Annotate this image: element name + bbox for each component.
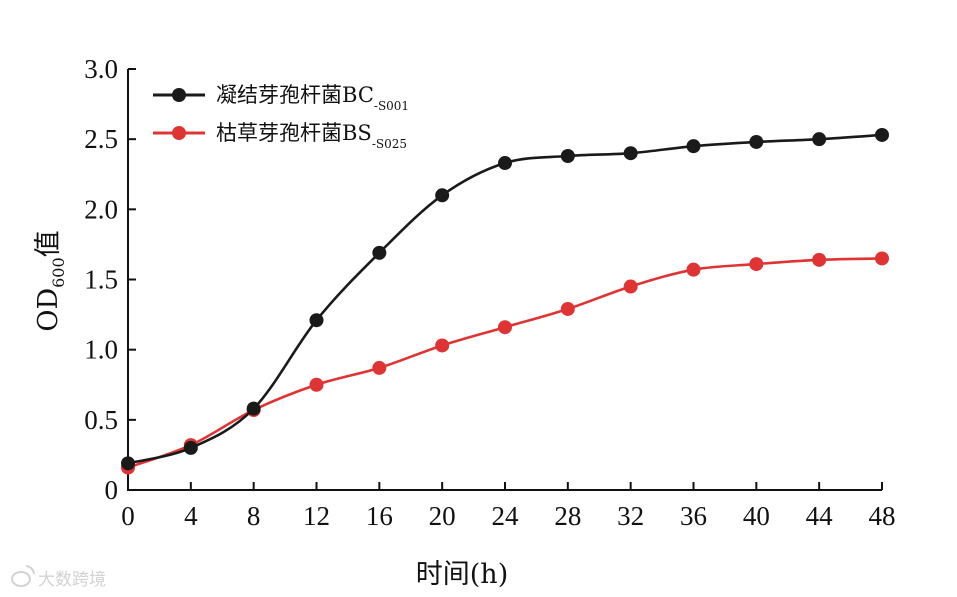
- legend-item-0[interactable]: 凝结芽孢杆菌BC-S001: [153, 83, 409, 113]
- y-axis-title-main: OD: [33, 288, 64, 332]
- legend-label-0-main: 凝结芽孢杆菌BC: [216, 83, 374, 107]
- data-point-1-3[interactable]: [309, 377, 324, 392]
- data-point-0-6[interactable]: [498, 156, 512, 171]
- y-tick-label-4: 2.0: [84, 194, 118, 224]
- x-tick-label-3: 12: [303, 501, 330, 531]
- y-axis-title-suffix: 值: [33, 230, 64, 257]
- series-line-0: [127, 133, 883, 465]
- data-point-0-10[interactable]: [749, 134, 764, 149]
- y-tick-label-6: 3.0: [84, 54, 118, 84]
- legend: 凝结芽孢杆菌BC-S001 枯草芽孢杆菌BS-S025: [153, 83, 409, 151]
- x-tick-label-11: 44: [806, 501, 834, 531]
- x-tick-label-7: 28: [554, 501, 581, 531]
- legend-label-1: 枯草芽孢杆菌BS-S025: [216, 121, 407, 151]
- y-tick-label-0: 0: [105, 475, 119, 505]
- data-point-1-4[interactable]: [372, 360, 387, 375]
- data-point-1-12[interactable]: [875, 251, 889, 266]
- weibo-logo-icon: [11, 565, 35, 587]
- x-axis-title: 时间(h): [416, 559, 508, 590]
- x-tick-label-2: 8: [247, 501, 261, 531]
- legend-label-0-sub: -S001: [374, 99, 409, 113]
- y-tick-label-1: 0.5: [84, 405, 118, 435]
- data-point-0-4[interactable]: [372, 245, 387, 260]
- data-point-0-5[interactable]: [435, 188, 450, 203]
- data-point-1-7[interactable]: [560, 301, 575, 316]
- data-point-0-0[interactable]: [121, 456, 135, 471]
- series-0: [121, 127, 889, 471]
- series-layer: [121, 127, 889, 475]
- y-tick-label-2: 1.0: [84, 335, 118, 365]
- watermark-text: 大数跨境: [38, 570, 106, 590]
- x-tick-label-0: 0: [121, 501, 135, 531]
- data-point-0-11[interactable]: [812, 132, 827, 147]
- y-tick-label-3: 1.5: [84, 265, 118, 295]
- data-point-0-2[interactable]: [246, 401, 261, 416]
- y-tick-label-5: 2.5: [84, 124, 118, 154]
- series-1: [121, 251, 889, 475]
- data-point-1-10[interactable]: [749, 257, 764, 272]
- y-axis-title-sub: 600: [49, 257, 68, 288]
- data-point-0-3[interactable]: [309, 313, 324, 328]
- x-tick-label-10: 40: [743, 501, 770, 531]
- legend-marker-0: [172, 88, 186, 102]
- data-point-0-8[interactable]: [623, 146, 638, 161]
- x-tick-label-12: 48: [869, 501, 896, 531]
- legend-marker-1: [172, 126, 186, 140]
- x-tick-label-8: 32: [617, 501, 644, 531]
- axes: 00.51.01.52.02.53.00 4 8 12 16 20 24 28 32 36 40 44…: [84, 54, 895, 531]
- data-point-1-11[interactable]: [812, 252, 827, 267]
- data-point-0-1[interactable]: [183, 440, 198, 455]
- data-point-1-6[interactable]: [498, 320, 512, 335]
- data-point-1-5[interactable]: [435, 338, 450, 353]
- y-axis-title: OD600值: [33, 230, 68, 331]
- legend-label-1-main: 枯草芽孢杆菌BS: [216, 121, 372, 145]
- legend-label-0: 凝结芽孢杆菌BC-S001: [216, 83, 409, 113]
- series-line-1: [127, 257, 883, 469]
- data-point-0-12[interactable]: [875, 127, 889, 142]
- x-tick-label-6: 24: [492, 501, 520, 531]
- data-point-1-8[interactable]: [623, 279, 638, 294]
- x-tick-label-1: 4: [184, 501, 198, 531]
- legend-label-1-sub: -S025: [372, 137, 407, 151]
- data-point-1-9[interactable]: [686, 262, 701, 277]
- x-tick-label-9: 36: [680, 501, 707, 531]
- x-tick-label-4: 16: [366, 501, 393, 531]
- legend-item-1[interactable]: 枯草芽孢杆菌BS-S025: [153, 121, 407, 151]
- x-tick-label-5: 20: [429, 501, 456, 531]
- data-point-0-7[interactable]: [560, 149, 575, 164]
- data-point-0-9[interactable]: [686, 139, 701, 154]
- watermark: 大数跨境: [11, 565, 106, 590]
